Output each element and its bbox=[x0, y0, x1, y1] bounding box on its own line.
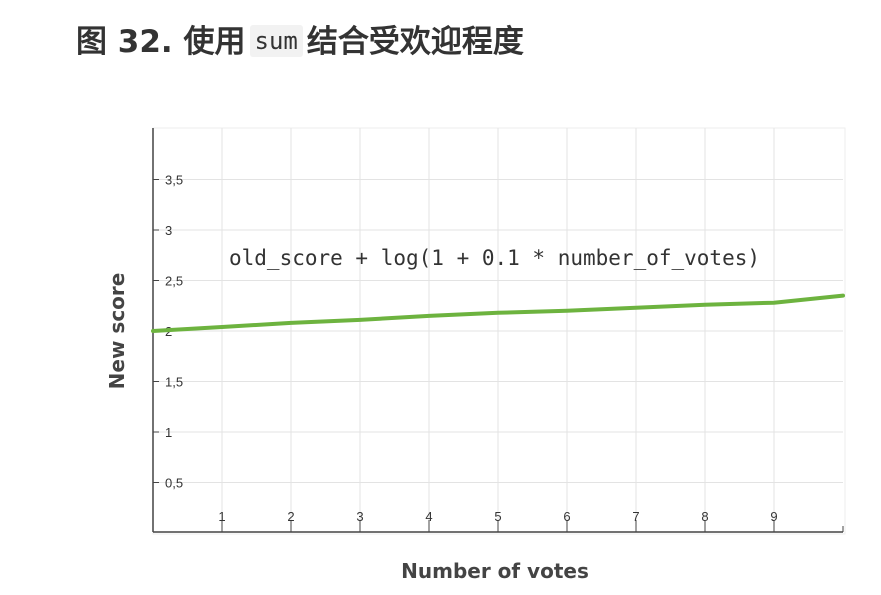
y-tick-label-6: 3,5 bbox=[165, 173, 183, 188]
x-axis-title: Number of votes bbox=[401, 559, 589, 583]
y-axis-title: New score bbox=[105, 273, 129, 390]
figure-title: 图 32. 使用 sum 结合受欢迎程度 bbox=[76, 16, 524, 61]
y-tick-label-4: 2,5 bbox=[165, 274, 183, 289]
x-tick-label-8: 8 bbox=[701, 509, 708, 524]
x-tick-label-4: 4 bbox=[425, 509, 432, 524]
ticks: 1 2 3 4 5 6 7 8 90,511,522,533,5 bbox=[153, 173, 778, 532]
x-tick-label-2: 2 bbox=[287, 509, 294, 524]
x-tick-label-5: 5 bbox=[494, 509, 501, 524]
grid bbox=[153, 128, 843, 532]
formula-annotation: old_score + log(1 + 0.1 * number_of_vote… bbox=[229, 246, 760, 270]
figure-title-prefix: 图 32. 使用 bbox=[76, 24, 246, 60]
x-tick-label-7: 7 bbox=[632, 509, 639, 524]
y-tick-label-1: 1 bbox=[165, 425, 172, 440]
series-line bbox=[151, 293, 845, 333]
y-tick-label-5: 3 bbox=[165, 223, 172, 238]
x-tick-label-3: 3 bbox=[356, 509, 363, 524]
figure-title-code: sum bbox=[249, 25, 303, 57]
figure-title-suffix: 结合受欢迎程度 bbox=[306, 24, 524, 60]
y-tick-label-0: 0,5 bbox=[165, 476, 183, 491]
x-tick-label-1: 1 bbox=[218, 509, 225, 524]
y-tick-label-2: 1,5 bbox=[165, 375, 183, 390]
x-tick-label-6: 6 bbox=[563, 509, 570, 524]
x-tick-label-9: 9 bbox=[770, 509, 777, 524]
